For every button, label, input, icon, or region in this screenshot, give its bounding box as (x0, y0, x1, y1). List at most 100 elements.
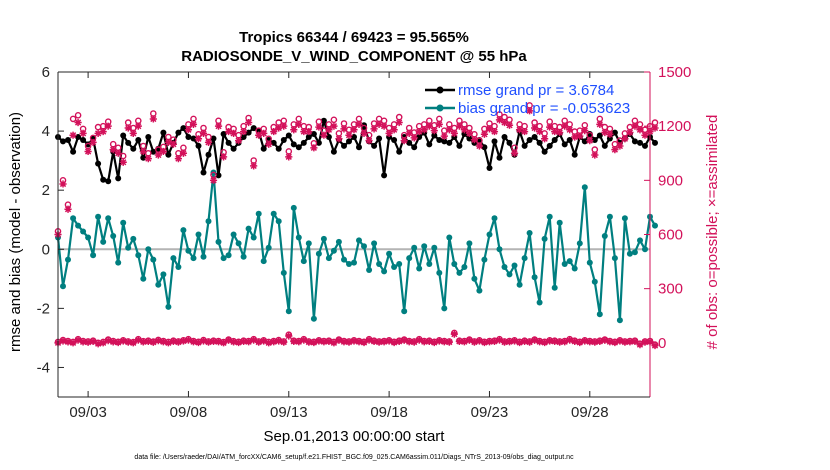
rmse-point (95, 160, 102, 167)
bias-point (300, 258, 307, 265)
bias-point (175, 264, 182, 270)
bias-point (230, 231, 237, 238)
bias-point (315, 250, 322, 257)
obs-assimilated-marker (546, 123, 554, 131)
bias-point (185, 247, 192, 254)
rmse-point (561, 141, 568, 148)
obs-assimilated-low-marker (566, 336, 574, 344)
bias-point (320, 235, 327, 242)
bias-point (260, 258, 267, 265)
obs-assimilated-low-marker (355, 338, 363, 346)
bias-point (496, 246, 503, 253)
y-right-tick-label: 0 (658, 335, 666, 352)
rmse-point (100, 176, 107, 183)
rmse-point (461, 131, 468, 137)
rmse-point (70, 148, 77, 155)
obs-assimilated-low-marker (591, 338, 599, 346)
obs-assimilated-low-marker (531, 336, 539, 344)
bias-point (411, 244, 418, 251)
obs-assimilated-marker (355, 120, 363, 128)
rmse-point (105, 178, 112, 185)
obs-assimilated-low-marker (280, 338, 288, 346)
chart-title-line2: RADIOSONDE_V_WIND_COMPONENT @ 55 hPa (181, 48, 527, 65)
rmse-point (190, 135, 197, 142)
obs-assimilated-low-marker (641, 338, 649, 346)
obs-assimilated-low-marker (114, 338, 122, 347)
bias-point (642, 246, 648, 253)
obs-assimilated-marker (641, 131, 649, 139)
obs-assimilated-marker (385, 129, 393, 137)
obs-assimilated-low-marker (69, 339, 77, 347)
obs-assimilated-marker (440, 132, 448, 140)
bias-point (471, 275, 478, 282)
obs-assimilated-marker (561, 122, 569, 130)
obs-assimilated-low-marker (245, 338, 253, 346)
rmse-point (280, 137, 287, 143)
bias-point (310, 315, 317, 322)
obs-assimilated-marker (390, 126, 398, 134)
obs-assimilated-marker (320, 131, 328, 139)
bias-point (476, 287, 483, 294)
obs-assimilated-marker (84, 147, 92, 156)
bias-point (381, 268, 388, 275)
obs-assimilated-marker (154, 151, 162, 159)
obs-assimilated-low-marker (235, 338, 243, 347)
obs-assimilated-low-marker (240, 337, 248, 345)
bias-point (305, 240, 312, 247)
x-tick-label: 09/03 (69, 404, 107, 421)
obs-assimilated-marker (591, 151, 599, 159)
bias-point (100, 238, 107, 245)
bias-point (205, 218, 212, 225)
bias-point (571, 265, 578, 272)
bias-point (506, 271, 513, 278)
obs-assimilated-low-marker (229, 338, 238, 346)
plot-area: -4 -2 0 2 4 6 0 300 600 900 1200 1500 09/03 09/08 09/1… (37, 64, 692, 421)
rmse-point (120, 132, 127, 139)
bias-point (561, 261, 568, 267)
obs-assimilated-low-marker (315, 337, 323, 345)
obs-assimilated-low-marker (89, 337, 97, 345)
obs-assimilated-low-marker (129, 339, 137, 347)
obs-possible-marker (74, 112, 82, 119)
obs-assimilated-marker (536, 127, 544, 136)
obs-assimilated-low-marker (209, 337, 218, 345)
bias-point (165, 303, 172, 310)
obs-assimilated-low-marker (370, 337, 378, 345)
obs-assimilated-marker (179, 149, 188, 157)
y-right-tick-label: 1200 (658, 118, 691, 135)
obs-assimilated-marker (470, 136, 479, 144)
obs-assimilated-marker (420, 126, 428, 134)
obs-assimilated-low-marker (551, 337, 559, 345)
obs-assimilated-low-marker (626, 338, 634, 346)
rmse-point (160, 129, 167, 136)
obs-assimilated-marker (340, 125, 348, 133)
bias-point (566, 258, 573, 265)
bias-point (621, 215, 628, 222)
rmse-point (305, 134, 312, 140)
obs-assimilated-marker (490, 127, 499, 136)
bias-point (250, 234, 257, 241)
obs-assimilated-marker (581, 127, 589, 135)
obs-assimilated-marker (445, 126, 453, 134)
obs-assimilated-marker (69, 131, 77, 139)
obs-assimilated-low-marker (260, 337, 268, 345)
obs-assimilated-low-marker (174, 338, 183, 346)
rmse-point (486, 165, 493, 171)
rmse-point (446, 139, 453, 146)
rmse-point (200, 169, 207, 176)
rmse-point (341, 142, 347, 149)
bias-point (431, 244, 438, 251)
bias-point (406, 255, 413, 262)
rmse-point (531, 134, 538, 140)
bias-point (220, 255, 227, 262)
bias-point (576, 240, 583, 247)
obs-assimilated-low-marker (255, 338, 263, 346)
rmse-point (371, 142, 378, 149)
bias-point (356, 237, 362, 244)
obs-assimilated-low-marker (270, 338, 278, 346)
obs-assimilated-marker (94, 129, 102, 137)
rmse-point (356, 144, 362, 151)
y-left-tick-label: 4 (42, 123, 50, 140)
obs-assimilated-marker (169, 140, 177, 148)
